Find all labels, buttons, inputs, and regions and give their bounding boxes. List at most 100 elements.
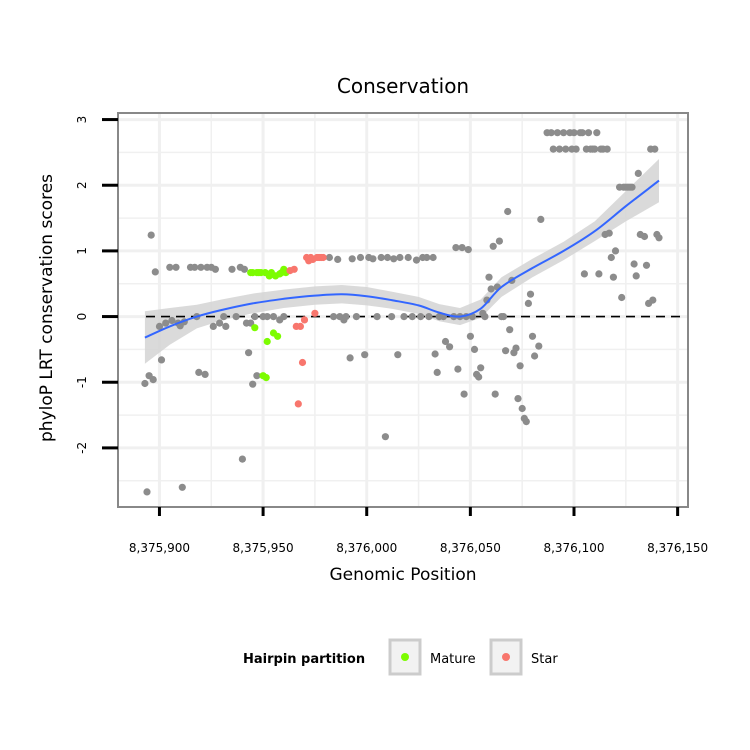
point-other	[495, 237, 503, 245]
point-other	[201, 370, 209, 378]
point-other	[553, 129, 562, 137]
point-other	[607, 253, 615, 262]
point-other	[429, 253, 437, 262]
point-other	[220, 313, 228, 321]
point-other	[593, 129, 601, 137]
point-other	[369, 255, 377, 263]
point-mature	[263, 337, 271, 346]
point-other	[394, 351, 402, 359]
point-other	[431, 350, 439, 358]
legend-marker-mature	[401, 653, 409, 661]
point-other	[388, 313, 396, 321]
point-other	[649, 296, 657, 304]
point-other	[528, 332, 537, 340]
y-axis-title: phyloP LRT conservation scores	[37, 174, 57, 442]
point-other	[377, 253, 385, 262]
x-tick-label: 8,376,000	[336, 541, 397, 555]
point-other	[178, 483, 186, 491]
point-other	[247, 319, 255, 327]
point-other	[526, 290, 535, 298]
point-other	[595, 270, 603, 278]
point-other	[383, 253, 392, 262]
point-other	[404, 253, 412, 262]
data-points	[141, 129, 663, 496]
point-other	[342, 313, 350, 321]
point-other	[514, 395, 522, 403]
point-other	[400, 313, 408, 321]
point-star	[311, 309, 319, 317]
point-other	[446, 343, 454, 351]
y-axis: -2 -1 0 1 2 3	[75, 116, 118, 454]
point-other	[330, 313, 338, 321]
point-other	[603, 145, 611, 153]
x-tick-label: 8,376,050	[440, 541, 501, 555]
point-other	[628, 183, 636, 191]
point-other	[531, 352, 539, 360]
x-axis: 8,375,900 8,375,950 8,376,000 8,376,050 8,37…	[129, 507, 708, 555]
point-other	[280, 313, 288, 321]
point-other	[412, 256, 421, 264]
point-star	[290, 265, 298, 273]
point-other	[562, 145, 570, 153]
point-other	[157, 356, 166, 364]
point-other	[195, 368, 203, 376]
point-other	[423, 253, 431, 262]
point-other	[642, 261, 651, 269]
point-other	[228, 265, 236, 273]
point-other	[348, 255, 356, 263]
point-other	[640, 232, 649, 241]
point-other	[143, 488, 151, 496]
point-other	[466, 332, 474, 340]
point-other	[578, 129, 586, 137]
point-other	[535, 342, 543, 350]
legend-key-mature	[388, 638, 422, 676]
point-other	[269, 313, 278, 321]
point-other	[487, 285, 495, 293]
point-other	[172, 263, 180, 271]
point-other	[502, 347, 510, 355]
point-other	[168, 316, 176, 325]
point-other	[155, 322, 164, 330]
point-other	[522, 418, 530, 426]
point-other	[245, 349, 253, 357]
point-other	[356, 253, 365, 262]
point-other	[489, 242, 497, 250]
point-other	[166, 263, 174, 271]
panel-border	[117, 112, 689, 508]
point-other	[458, 244, 466, 252]
point-other	[481, 313, 489, 321]
x-axis-title: Genomic Position	[329, 565, 476, 585]
point-other	[504, 207, 512, 216]
point-other	[584, 129, 593, 137]
chart-title: Conservation	[337, 74, 469, 98]
point-other	[470, 345, 479, 353]
x-tick-label: 8,375,950	[233, 541, 294, 555]
point-other	[396, 253, 404, 262]
point-other	[211, 265, 219, 273]
point-other	[441, 337, 450, 346]
point-other	[238, 455, 246, 463]
y-tick-label: -1	[75, 376, 89, 388]
point-other	[555, 145, 564, 153]
point-other	[524, 299, 533, 307]
smooth-confidence-ribbon	[144, 159, 659, 364]
y-tick-label: 3	[75, 116, 89, 124]
point-other	[512, 344, 520, 352]
point-mature	[251, 324, 259, 332]
point-other	[655, 234, 663, 242]
point-other	[141, 379, 149, 388]
plot-panel	[117, 112, 689, 508]
x-tick-label: 8,376,150	[647, 541, 708, 555]
point-star	[300, 316, 309, 324]
point-other	[373, 313, 381, 321]
x-tick-label: 8,375,900	[129, 541, 190, 555]
point-other	[611, 247, 620, 255]
y-tick-label: 2	[75, 181, 89, 189]
point-other	[240, 265, 248, 273]
point-mature	[274, 332, 282, 340]
point-other	[572, 145, 580, 153]
point-other	[408, 313, 416, 321]
legend-label-star: Star	[531, 652, 558, 667]
point-other	[605, 229, 613, 237]
